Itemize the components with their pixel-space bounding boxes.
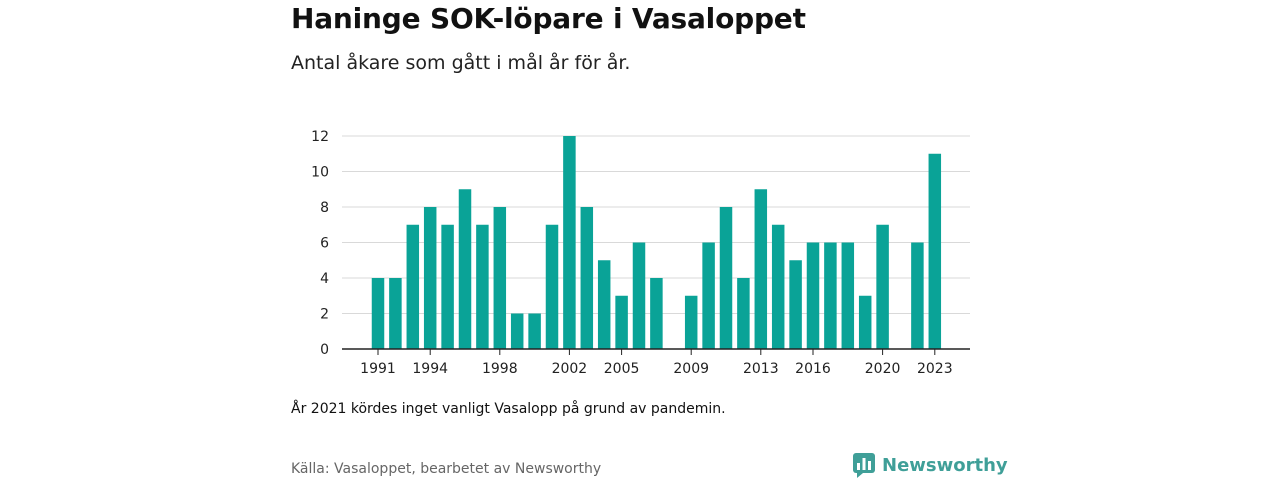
y-tick-label-8: 8 — [320, 200, 329, 216]
bar-chart-speech-icon — [853, 453, 875, 478]
bar-1993[interactable] — [406, 224, 420, 349]
y-tick-label-12: 12 — [311, 129, 329, 145]
y-tick-label-10: 10 — [311, 165, 329, 181]
x-tick-label-2023: 2023 — [917, 361, 953, 377]
y-tick-label-2: 2 — [320, 307, 329, 323]
bar-2012[interactable] — [737, 278, 750, 349]
bar-2002[interactable] — [563, 136, 576, 349]
bar-2005[interactable] — [615, 295, 628, 349]
x-tick-label-2020: 2020 — [865, 361, 901, 377]
bar-2016[interactable] — [806, 242, 820, 350]
bar-1995[interactable] — [441, 224, 454, 349]
bar-2014[interactable] — [771, 224, 785, 349]
bar-2011[interactable] — [719, 207, 733, 349]
source-text: Källa: Vasaloppet, bearbetet av Newswort… — [291, 461, 602, 477]
bar-1994[interactable] — [423, 207, 437, 349]
bar-2019[interactable] — [858, 295, 872, 349]
bar-2020[interactable] — [876, 224, 889, 349]
chart-title: Haninge SOK-löpare i Vasaloppet — [291, 2, 806, 35]
x-tick-label-2005: 2005 — [604, 361, 640, 377]
bar-2022[interactable] — [911, 242, 924, 350]
bar-1999[interactable] — [510, 313, 524, 350]
bar-1998[interactable] — [493, 207, 507, 349]
bar-2017[interactable] — [824, 242, 837, 350]
bar-1991[interactable] — [371, 278, 385, 349]
x-tick-label-1991: 1991 — [360, 361, 396, 377]
x-tick-label-2002: 2002 — [552, 361, 588, 377]
bar-2010[interactable] — [702, 242, 715, 350]
y-tick-label-0: 0 — [320, 342, 329, 358]
axes: 0 2 4 6 8 10 12 1991 1994 1998 2002 2005 2009 2013 201… — [311, 129, 970, 377]
y-tick-label-6: 6 — [320, 236, 329, 252]
bar-2003[interactable] — [580, 207, 594, 349]
bar-1996[interactable] — [458, 189, 472, 349]
x-tick-label-1994: 1994 — [412, 361, 448, 377]
chart-note: År 2021 kördes inget vanligt Vasalopp på… — [291, 401, 726, 417]
x-tick-label-2009: 2009 — [673, 361, 709, 377]
bar-2018[interactable] — [841, 242, 855, 350]
bar-2009[interactable] — [684, 295, 698, 349]
y-tick-label-4: 4 — [320, 271, 329, 287]
bar-2007[interactable] — [650, 278, 663, 349]
bar-1992[interactable] — [389, 278, 402, 349]
bar-2004[interactable] — [597, 260, 611, 349]
bar-2006[interactable] — [632, 242, 646, 350]
x-tick-label-2016: 2016 — [795, 361, 831, 377]
x-tick-label-1998: 1998 — [482, 361, 518, 377]
bar-1997[interactable] — [476, 224, 489, 349]
bar-2001[interactable] — [545, 224, 559, 349]
bar-2000[interactable] — [528, 313, 541, 350]
newsworthy-logo[interactable]: Newsworthy — [852, 452, 1008, 478]
chart-subtitle: Antal åkare som gått i mål år för år. — [291, 52, 631, 74]
bar-2023[interactable] — [928, 153, 942, 349]
bars — [371, 136, 942, 350]
logo-text: Newsworthy — [882, 454, 1008, 476]
x-tick-label-2013: 2013 — [743, 361, 779, 377]
bar-2015[interactable] — [789, 260, 802, 349]
bar-2013[interactable] — [754, 189, 768, 349]
